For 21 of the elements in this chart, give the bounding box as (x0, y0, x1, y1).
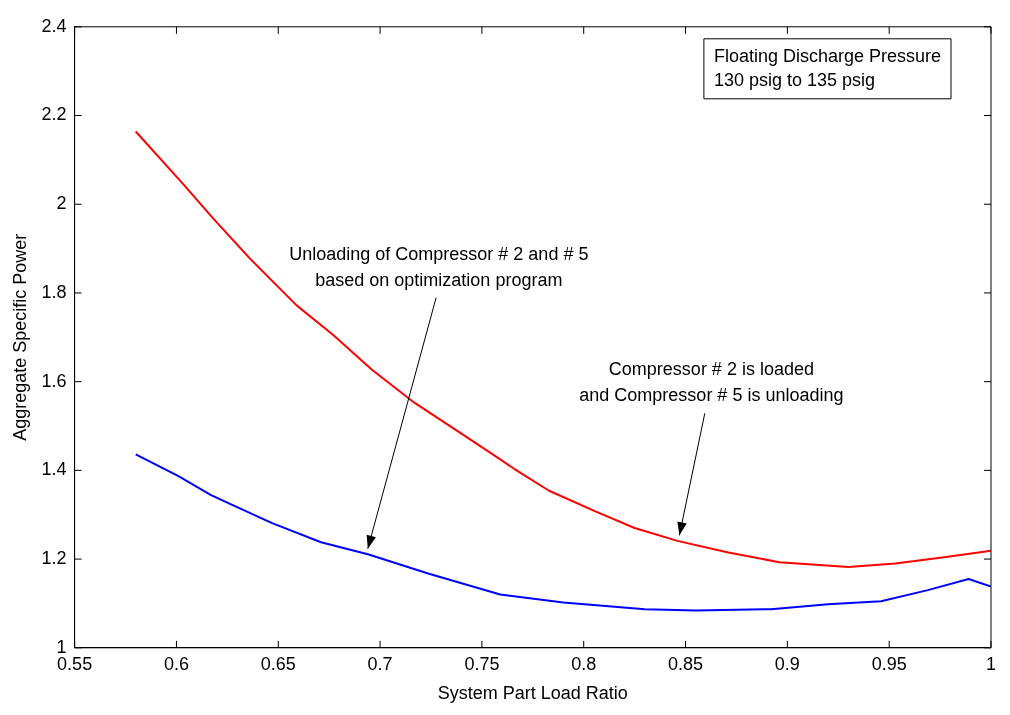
y-tick-label: 1.4 (41, 459, 67, 480)
x-axis-title: System Part Load Ratio (437, 683, 628, 704)
x-tick-label: 0.8 (571, 653, 597, 674)
y-tick-label: 1.8 (41, 281, 67, 302)
x-tick-label: 0.7 (367, 653, 393, 674)
y-tick-label: 1.6 (41, 370, 67, 391)
annotation: Floating Discharge Pressure 130 psig to 135 psig (713, 45, 941, 90)
x-tick-label: 1 (985, 653, 996, 674)
x-tick-label: 0.9 (774, 653, 800, 674)
x-tick-label: 0.6 (163, 653, 189, 674)
x-tick-label: 0.65 (260, 653, 296, 674)
y-axis-title: Aggregate Specific Power (9, 233, 30, 441)
annotation: Unloading of Compressor # 2 and # 5 based on optimization program (289, 243, 589, 290)
annotation: Compressor # 2 is loaded and Compressor # 5 is unloading (579, 359, 844, 406)
x-tick-label: 0.95 (871, 653, 907, 674)
y-tick-label: 2.4 (41, 15, 67, 36)
x-tick-label: 0.75 (464, 653, 500, 674)
y-tick-label: 2 (56, 193, 67, 214)
x-tick-label: 0.85 (668, 653, 704, 674)
y-tick-label: 2.2 (41, 104, 67, 125)
y-tick-label: 1.2 (41, 548, 67, 569)
